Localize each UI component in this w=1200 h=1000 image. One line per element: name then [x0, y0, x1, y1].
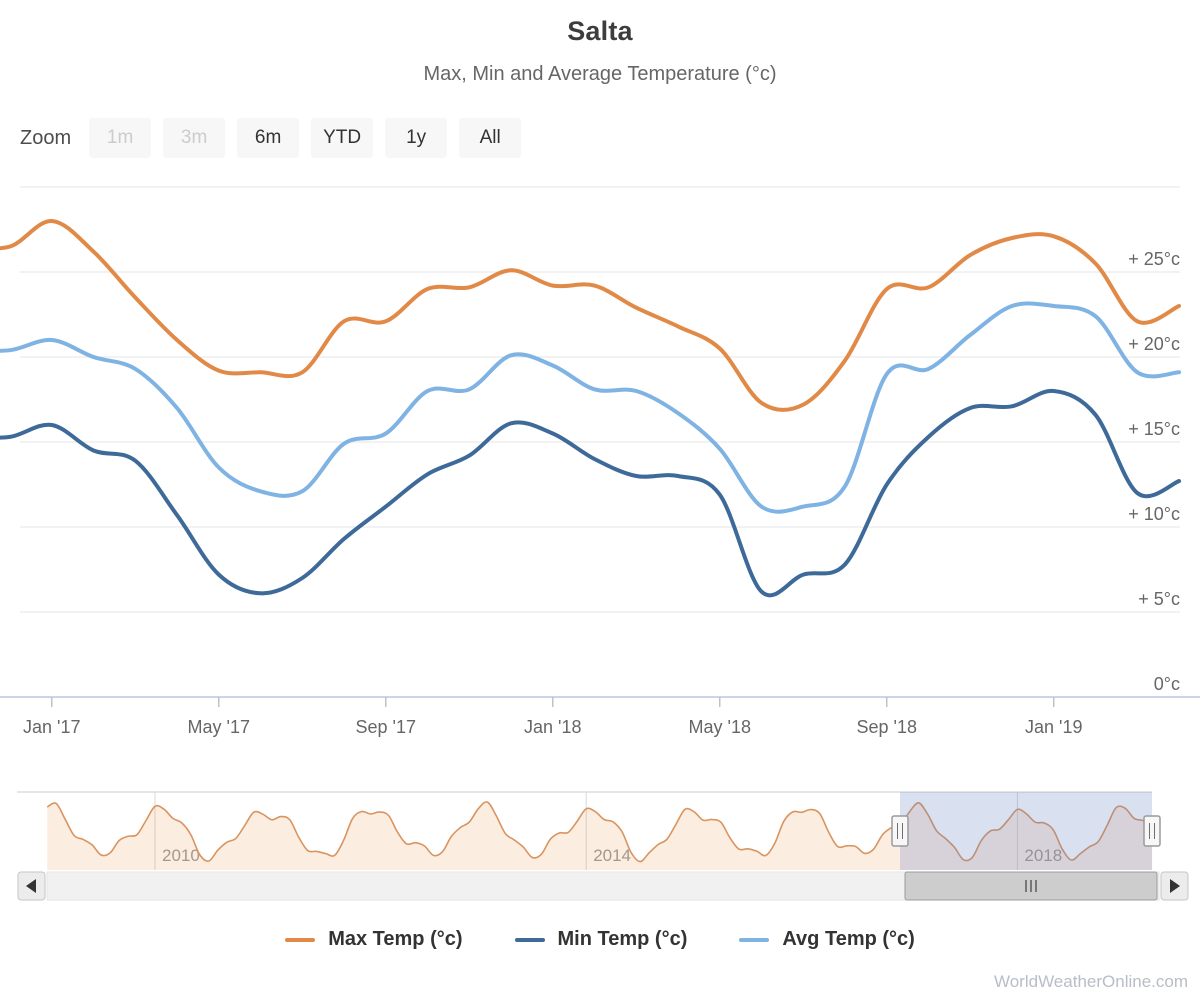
svg-text:+ 25°c: + 25°c — [1128, 249, 1180, 269]
scroll-right-arrow-icon — [1170, 879, 1180, 893]
svg-text:+ 15°c: + 15°c — [1128, 419, 1180, 439]
y-axis-labels: + 25°c + 20°c + 15°c + 10°c + 5°c 0°c — [1128, 249, 1180, 694]
scroll-left-arrow-icon — [26, 879, 36, 893]
legend-item-max-temp[interactable]: Max Temp (°c) — [285, 928, 463, 951]
zoom-button-ytd[interactable]: YTD — [311, 118, 374, 158]
chart-canvas: + 25°c + 20°c + 15°c + 10°c + 5°c 0°c Jan '17 M… — [0, 186, 1200, 901]
zoom-button-1y[interactable]: 1y — [385, 118, 448, 158]
scrollbar — [17, 871, 1189, 901]
navigator-year-label: 2018 — [1024, 846, 1062, 865]
legend-label: Avg Temp (°c) — [782, 928, 915, 950]
navigator-area-fill — [47, 801, 1153, 870]
svg-text:+ 10°c: + 10°c — [1128, 504, 1180, 524]
scrollbar-left-button[interactable] — [17, 871, 46, 901]
navigator-series-line — [46, 801, 1153, 863]
zoom-label: Zoom — [20, 126, 72, 149]
navigator-handle-left[interactable] — [891, 815, 909, 847]
svg-text:Jan '19: Jan '19 — [1025, 717, 1082, 737]
x-axis-labels: Jan '17 May '17 Sep '17 Jan '18 May '18 Sep '… — [23, 697, 1082, 737]
range-selector: Zoom 1m 3m 6m YTD 1y All — [20, 118, 522, 158]
svg-text:+ 20°c: + 20°c — [1128, 334, 1180, 354]
navigator-year-label: 2014 — [593, 846, 631, 865]
svg-text:Jan '17: Jan '17 — [23, 717, 80, 737]
chart-subtitle: Max, Min and Average Temperature (°c) — [423, 63, 777, 85]
svg-text:0°c: 0°c — [1154, 674, 1180, 694]
min-temp-line-swatch-icon — [514, 937, 545, 942]
navigator: 2010 2014 2018 — [17, 791, 1161, 870]
scrollbar-right-button[interactable] — [1160, 871, 1189, 901]
series-line-avg — [0, 301, 1181, 514]
avg-temp-line-swatch-icon — [739, 937, 770, 942]
navigator-year-label: 2010 — [162, 846, 200, 865]
svg-text:May '17: May '17 — [188, 717, 250, 737]
legend-item-avg-temp[interactable]: Avg Temp (°c) — [739, 928, 915, 951]
zoom-button-1m[interactable]: 1m — [89, 118, 152, 158]
scrollbar-thumb[interactable] — [904, 871, 1158, 901]
legend-item-min-temp[interactable]: Min Temp (°c) — [514, 928, 688, 951]
max-temp-line-swatch-icon — [285, 937, 316, 942]
navigator-selected-range[interactable] — [900, 792, 1152, 870]
series-line-min — [0, 388, 1181, 598]
watermark: WorldWeatherOnline.com — [993, 972, 1188, 991]
svg-text:Sep '17: Sep '17 — [356, 717, 417, 737]
svg-text:+ 5°c: + 5°c — [1138, 589, 1180, 609]
zoom-button-3m[interactable]: 3m — [163, 118, 226, 158]
svg-text:May '18: May '18 — [689, 717, 751, 737]
plot-series — [0, 219, 1181, 598]
series-line-max — [0, 219, 1181, 412]
zoom-button-6m[interactable]: 6m — [237, 118, 300, 158]
svg-text:Jan '18: Jan '18 — [524, 717, 581, 737]
legend-label: Max Temp (°c) — [328, 928, 463, 950]
svg-text:Sep '18: Sep '18 — [857, 717, 918, 737]
legend-label: Min Temp (°c) — [557, 928, 688, 950]
y-gridlines — [20, 186, 1180, 613]
chart-legend: Max Temp (°c) Min Temp (°c) Avg Temp (°c… — [0, 928, 1200, 951]
zoom-button-all[interactable]: All — [459, 118, 522, 158]
navigator-handle-right[interactable] — [1143, 815, 1161, 847]
page-title: Salta — [567, 16, 633, 46]
